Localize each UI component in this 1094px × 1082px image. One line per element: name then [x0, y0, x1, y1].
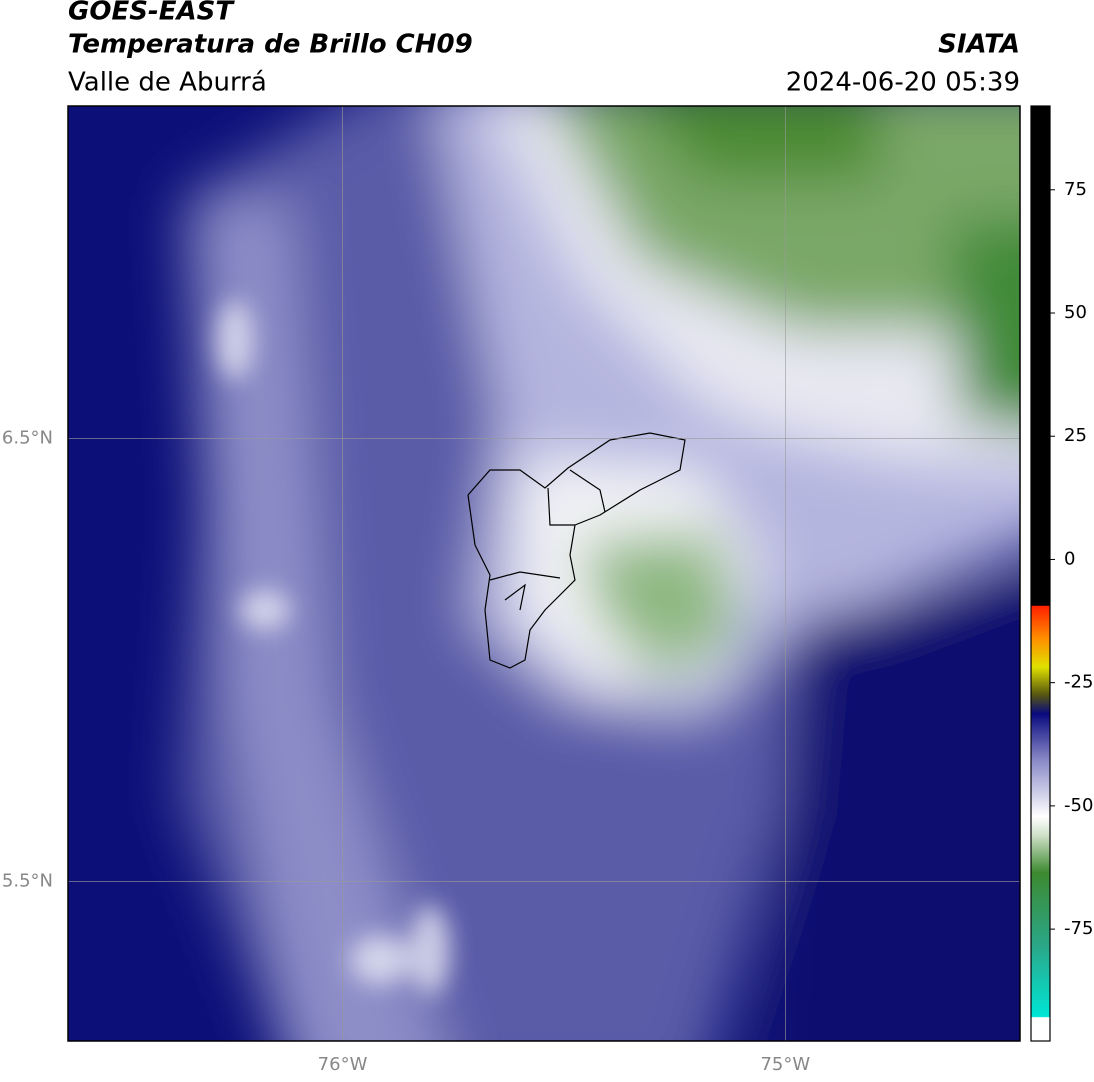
colorbar-tick-label: -25: [1064, 672, 1093, 693]
colorbar-tick-label: 25: [1064, 425, 1087, 446]
colorbar: [1030, 105, 1051, 1042]
x-tick-label: 75°W: [760, 1054, 810, 1075]
x-tick-label: 76°W: [318, 1054, 368, 1075]
colorbar-tick-label: 50: [1064, 302, 1087, 323]
y-tick-label: 6.5°N: [2, 427, 53, 448]
title: GOES-EAST: [68, 0, 235, 27]
satellite-image: [68, 106, 1020, 1041]
colorbar-tick-label: -75: [1064, 918, 1093, 939]
region: Valle de Aburrá: [68, 68, 267, 98]
y-tick-label: 5.5°N: [2, 870, 53, 891]
valley-boundary: [467, 432, 686, 669]
map-frame: [67, 105, 1021, 1042]
source: SIATA: [938, 30, 1020, 60]
datetime: 2024-06-20 05:39: [786, 68, 1020, 98]
colorbar-tick-label: -50: [1064, 795, 1093, 816]
subtitle: Temperatura de Brillo CH09: [68, 30, 473, 60]
colorbar-tick-label: 75: [1064, 179, 1087, 200]
colorbar-tick-label: 0: [1064, 548, 1075, 569]
